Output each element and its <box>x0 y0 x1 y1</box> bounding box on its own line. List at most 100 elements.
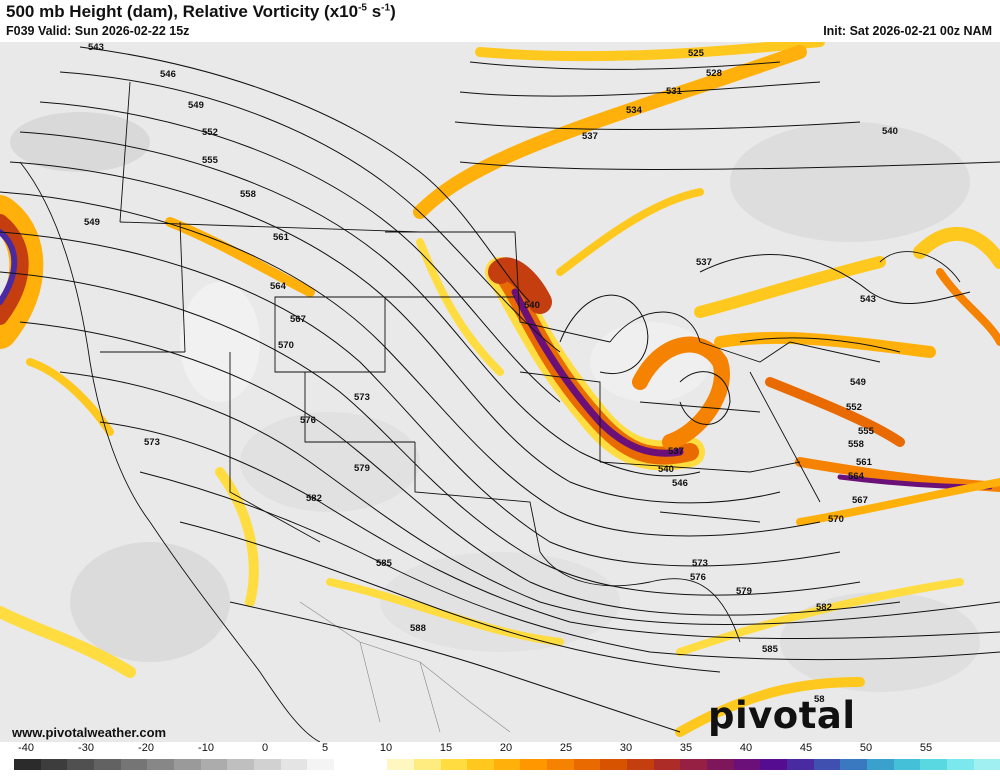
contour-label: 570 <box>828 514 844 525</box>
colorbar-swatch <box>920 759 947 770</box>
colorbar-swatch <box>173 759 201 770</box>
colorbar-swatch <box>360 759 388 770</box>
height-contours <box>0 46 1000 733</box>
colorbar-swatch <box>787 759 814 770</box>
colorbar-label: 15 <box>439 742 453 754</box>
contour-label: 585 <box>762 644 779 655</box>
contour-label: 582 <box>816 602 832 613</box>
contour-label: 525 <box>688 48 705 59</box>
colorbar-swatch <box>813 759 841 770</box>
contour-label: 555 <box>858 426 875 437</box>
colorbar-swatch <box>253 759 281 770</box>
colorbar-swatch <box>120 759 148 770</box>
colorbar-swatch <box>467 759 494 770</box>
colorbar-swatch <box>680 759 708 770</box>
contour-label: 546 <box>672 478 688 489</box>
colorbar-swatch <box>600 759 628 770</box>
vorticity-bands <box>0 42 1000 737</box>
contour-label: 543 <box>88 42 104 53</box>
colorbar-swatch <box>67 759 94 770</box>
colorbar-label: 25 <box>559 742 573 754</box>
contour-label: 549 <box>84 217 100 228</box>
contour-label: 552 <box>846 402 862 413</box>
colorbar-swatch <box>307 759 334 770</box>
colorbar-label: -30 <box>78 742 94 754</box>
colorbar-label: 40 <box>739 742 753 754</box>
mexico-borders <box>299 601 511 733</box>
colorbar-strip <box>14 759 1000 770</box>
map-title: 500 mb Height (dam), Relative Vorticity … <box>6 2 396 21</box>
colorbar-swatch <box>547 759 574 770</box>
contour-label: 543 <box>860 294 876 305</box>
colorbar-label: 20 <box>499 742 513 754</box>
contour-label: 537 <box>668 446 684 457</box>
contour-label: 585 <box>376 558 393 569</box>
contour-label: 558 <box>240 189 256 200</box>
colorbar-swatch <box>760 759 788 770</box>
contour-label: 579 <box>736 586 752 597</box>
colorbar-swatch <box>333 759 361 770</box>
contour-label: 528 <box>706 68 722 79</box>
colorbar-label: -20 <box>138 742 154 754</box>
colorbar-label: 0 <box>261 742 269 754</box>
colorbar-swatch <box>653 759 681 770</box>
contour-label: 576 <box>300 415 316 426</box>
colorbar-swatch <box>280 759 308 770</box>
contour-label: 564 <box>270 281 287 292</box>
colorbar-label: 50 <box>859 742 873 754</box>
contour-label: 531 <box>666 86 683 97</box>
colorbar-swatch <box>573 759 601 770</box>
contour-label: 567 <box>852 495 868 506</box>
contour-label: 546 <box>160 69 176 80</box>
contour-label: 540 <box>524 300 540 311</box>
contour-label: 558 <box>848 439 864 450</box>
contour-label: 540 <box>882 126 898 137</box>
colorbar-swatch <box>14 759 41 770</box>
colorbar-swatch <box>40 759 68 770</box>
website-label: www.pivotalweather.com <box>12 725 167 740</box>
colorbar-swatch <box>946 759 974 770</box>
colorbar-swatch <box>493 759 521 770</box>
contour-label: 564 <box>848 471 865 482</box>
contour-label: 540 <box>658 464 674 475</box>
colorbar-swatch <box>93 759 121 770</box>
colorbar-swatch <box>227 759 254 770</box>
colorbar-swatch <box>893 759 921 770</box>
colorbar-swatch <box>147 759 174 770</box>
colorbar-swatch <box>867 759 894 770</box>
contour-label: 58 <box>814 694 825 705</box>
colorbar-label: 55 <box>919 742 933 754</box>
contour-label: 534 <box>626 105 643 116</box>
contour-label: 570 <box>278 340 294 351</box>
colorbar-label: 5 <box>321 742 329 754</box>
colorbar-swatch <box>627 759 654 770</box>
contour-label: 579 <box>354 463 370 474</box>
colorbar-label: 10 <box>379 742 393 754</box>
contour-label: 537 <box>582 131 598 142</box>
colorbar-label: -40 <box>18 742 34 754</box>
valid-time: F039 Valid: Sun 2026-02-22 15z <box>6 24 190 38</box>
colorbar: -40 -30 -20 -10 0 5 10 15 20 25 30 35 40… <box>0 742 1000 772</box>
contour-label: 576 <box>690 572 706 583</box>
colorbar-label: 35 <box>679 742 693 754</box>
colorbar-swatch <box>200 759 228 770</box>
contour-label: 567 <box>290 314 306 325</box>
contour-label: 582 <box>306 493 322 504</box>
init-time: Init: Sat 2026-02-21 00z NAM <box>823 24 992 38</box>
contour-label: 573 <box>692 558 708 569</box>
contour-label: 549 <box>850 377 866 388</box>
contour-label: 573 <box>354 392 370 403</box>
colorbar-label: 30 <box>619 742 633 754</box>
contour-label: 552 <box>202 127 218 138</box>
contour-label: 561 <box>273 232 290 243</box>
colorbar-label: 45 <box>799 742 813 754</box>
colorbar-swatch <box>440 759 468 770</box>
colorbar-label: -10 <box>198 742 214 754</box>
contour-label: 549 <box>188 100 204 111</box>
colorbar-swatch <box>973 759 1000 770</box>
colorbar-swatch <box>387 759 414 770</box>
colorbar-swatch <box>733 759 761 770</box>
weather-map: 543 546 549 552 555 558 561 564 567 570 … <box>0 42 1000 742</box>
header: 500 mb Height (dam), Relative Vorticity … <box>0 0 1000 42</box>
contour-label: 537 <box>696 257 712 268</box>
